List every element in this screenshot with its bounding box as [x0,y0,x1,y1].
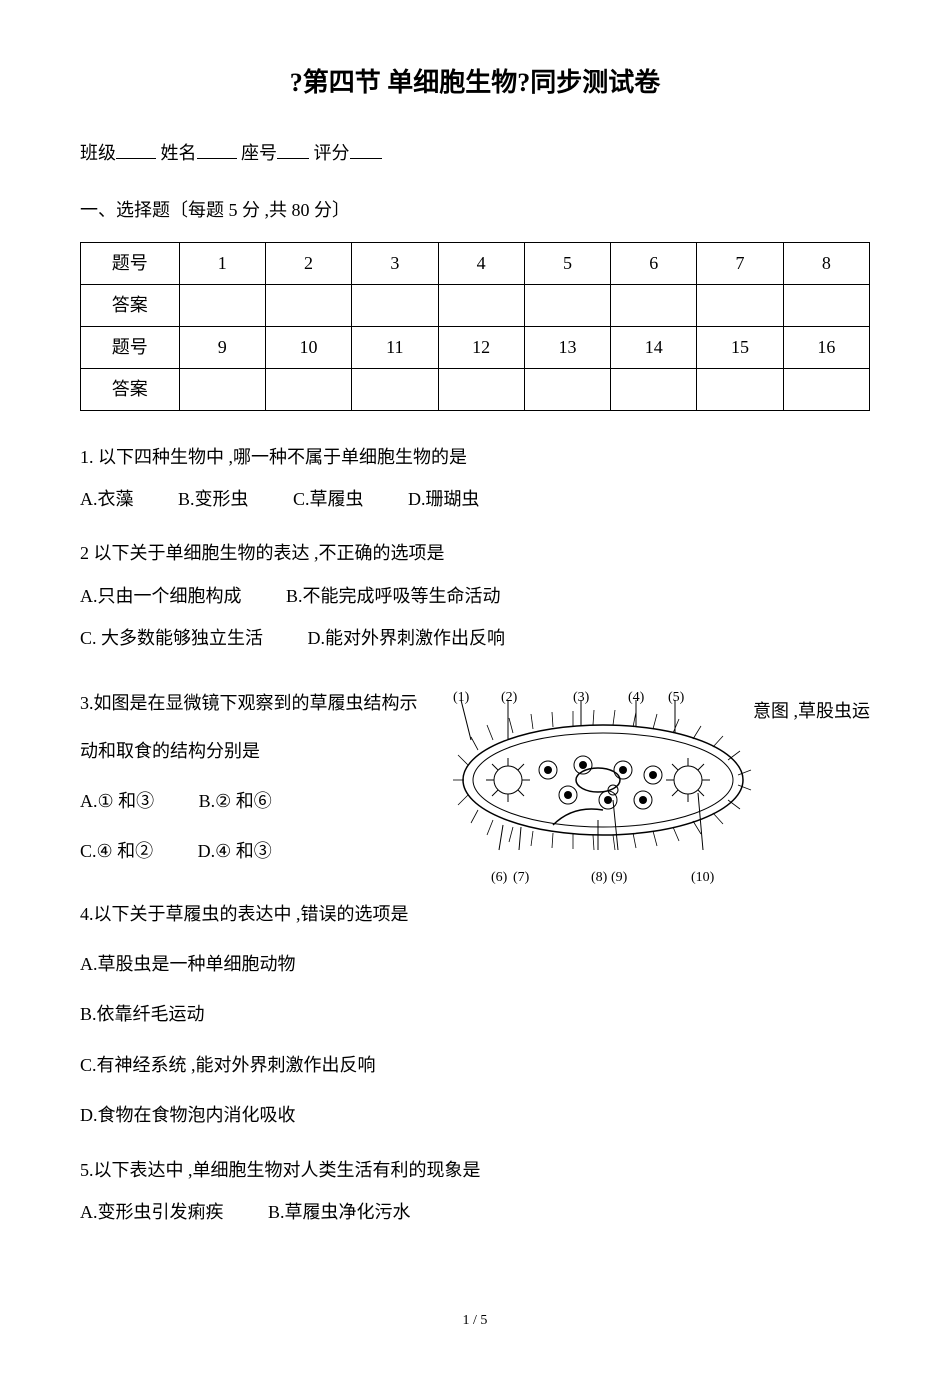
question-5: 5.以下表达中 ,单细胞生物对人类生活有利的现象是 A.变形虫引发痢疾 B.草履… [80,1154,870,1229]
q1-stem: 1. 以下四种生物中 ,哪一种不属于单细胞生物的是 [80,441,870,473]
num-cell: 12 [438,326,524,368]
q2-option-c[interactable]: C. 大多数能够独立生活 [80,622,263,654]
num-cell: 7 [697,242,783,284]
q5-option-a[interactable]: A.变形虫引发痢疾 [80,1196,224,1228]
q3-stem-left: 3.如图是在显微镜下观察到的草履虫结构示 [80,693,418,713]
row1-label: 题号 [81,242,180,284]
seat-blank[interactable] [277,158,309,159]
diagram-label-4: (4) [628,685,644,710]
q5-options: A.变形虫引发痢疾 B.草履虫净化污水 [80,1196,870,1228]
q4-b[interactable]: B.依靠纤毛运动 [80,998,870,1030]
answer-cell[interactable] [179,368,265,410]
q2-option-b[interactable]: B.不能完成呼吸等生命活动 [286,580,501,612]
diagram-label-5: (5) [668,685,684,710]
num-cell: 4 [438,242,524,284]
diagram-label-3: (3) [573,685,589,710]
q1-option-c[interactable]: C.草履虫 [293,483,364,515]
q1-option-b[interactable]: B.变形虫 [178,483,249,515]
num-cell: 1 [179,242,265,284]
q4-a[interactable]: A.草股虫是一种单细胞动物 [80,948,870,980]
row4-label: 答案 [81,368,180,410]
student-info-line: 班级 姓名 座号 评分 [80,137,870,169]
answer-cell[interactable] [524,284,610,326]
question-3: 3.如图是在显微镜下观察到的草履虫结构示 [80,687,443,719]
answer-cell[interactable] [179,284,265,326]
answer-cell[interactable] [524,368,610,410]
row3-label: 题号 [81,326,180,368]
num-cell: 11 [352,326,438,368]
answer-cell[interactable] [352,284,438,326]
answer-cell[interactable] [697,368,783,410]
answer-cell[interactable] [438,284,524,326]
score-label: 评分 [314,143,350,163]
row2-label: 答案 [81,284,180,326]
diagram-label-6: (6) [491,865,507,890]
diagram-label-8: (8) [591,865,607,890]
class-blank[interactable] [116,158,156,159]
q2-option-d[interactable]: D.能对外界刺激作出反响 [308,622,506,654]
answer-cell[interactable] [265,368,351,410]
num-cell: 13 [524,326,610,368]
answer-cell[interactable] [783,368,869,410]
q3-option-c[interactable]: C.④ 和② [80,835,153,867]
page-title: ?第四节 单细胞生物?同步测试卷 [80,60,870,107]
num-cell: 5 [524,242,610,284]
num-cell: 6 [611,242,697,284]
answer-table: 题号 1 2 3 4 5 6 7 8 答案 题号 9 10 11 12 13 1… [80,242,870,411]
class-label: 班级 [80,143,116,163]
num-cell: 8 [783,242,869,284]
seat-label: 座号 [241,143,277,163]
section1-heading: 一、选择题〔每题 5 分 ,共 80 分〕 [80,194,870,226]
q2-options-2: C. 大多数能够独立生活 D.能对外界刺激作出反响 [80,622,870,654]
question-2: 2 以下关于单细胞生物的表达 ,不正确的选项是 A.只由一个细胞构成 B.不能完… [80,537,870,654]
diagram-label-10: (10) [691,865,714,890]
question-4: 4.以下关于草履虫的表达中 ,错误的选项是 A.草股虫是一种单细胞动物 B.依靠… [80,898,870,1132]
answer-cell[interactable] [611,368,697,410]
name-blank[interactable] [197,158,237,159]
q1-options: A.衣藻 B.变形虫 C.草履虫 D.珊瑚虫 [80,483,870,515]
diagram-label-7: (7) [513,865,529,890]
num-cell: 10 [265,326,351,368]
q3-stem-right: 意图 ,草股虫运 [753,677,870,727]
answer-cell[interactable] [783,284,869,326]
answer-cell[interactable] [265,284,351,326]
num-cell: 3 [352,242,438,284]
name-label: 姓名 [161,143,197,163]
num-cell: 15 [697,326,783,368]
answer-cell[interactable] [438,368,524,410]
answer-cell[interactable] [611,284,697,326]
q3-option-b[interactable]: B.② 和⑥ [199,785,272,817]
score-blank[interactable] [350,158,382,159]
q5-option-b[interactable]: B.草履虫净化污水 [268,1196,411,1228]
paramecium-diagram: (1) (2) (3) (4) (5) [453,685,753,895]
q4-c[interactable]: C.有神经系统 ,能对外界刺激作出反响 [80,1049,870,1081]
q5-stem: 5.以下表达中 ,单细胞生物对人类生活有利的现象是 [80,1154,870,1186]
num-cell: 2 [265,242,351,284]
q2-option-a[interactable]: A.只由一个细胞构成 [80,580,242,612]
num-cell: 9 [179,326,265,368]
num-cell: 16 [783,326,869,368]
question-1: 1. 以下四种生物中 ,哪一种不属于单细胞生物的是 A.衣藻 B.变形虫 C.草… [80,441,870,516]
q2-options: A.只由一个细胞构成 B.不能完成呼吸等生命活动 [80,580,870,612]
q3-option-d[interactable]: D.④ 和③ [198,835,272,867]
paramecium-svg [453,685,753,865]
num-cell: 14 [611,326,697,368]
answer-cell[interactable] [352,368,438,410]
q4-d[interactable]: D.食物在食物泡内消化吸收 [80,1099,870,1131]
q1-option-d[interactable]: D.珊瑚虫 [408,483,480,515]
diagram-label-9: (9) [611,865,627,890]
q1-option-a[interactable]: A.衣藻 [80,483,134,515]
page-number: 1 / 5 [80,1308,870,1333]
q2-stem: 2 以下关于单细胞生物的表达 ,不正确的选项是 [80,537,870,569]
q3-option-a[interactable]: A.① 和③ [80,785,154,817]
diagram-label-1: (1) [453,685,469,710]
answer-cell[interactable] [697,284,783,326]
diagram-label-2: (2) [501,685,517,710]
